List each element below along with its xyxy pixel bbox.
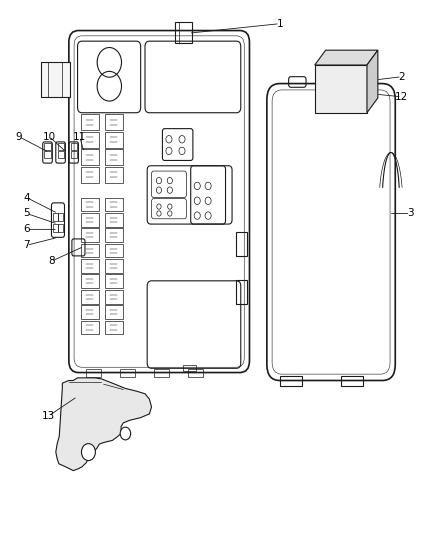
Bar bbox=[81, 198, 99, 212]
Bar bbox=[176, 21, 192, 43]
Circle shape bbox=[120, 427, 131, 440]
Bar bbox=[280, 376, 302, 386]
Bar bbox=[58, 224, 63, 232]
Bar bbox=[53, 224, 57, 232]
Bar bbox=[81, 244, 99, 257]
Text: 9: 9 bbox=[15, 132, 22, 142]
Bar bbox=[81, 132, 99, 148]
Bar bbox=[57, 151, 64, 158]
Bar bbox=[58, 214, 63, 221]
Bar bbox=[105, 114, 123, 130]
Text: 11: 11 bbox=[73, 132, 86, 142]
Bar bbox=[81, 114, 99, 130]
Bar bbox=[154, 369, 170, 377]
Text: 5: 5 bbox=[23, 208, 30, 219]
Bar bbox=[237, 232, 247, 256]
Bar bbox=[105, 167, 123, 183]
Bar bbox=[105, 132, 123, 148]
Bar bbox=[105, 198, 123, 212]
Circle shape bbox=[81, 443, 95, 461]
Text: 8: 8 bbox=[48, 256, 55, 266]
Bar bbox=[105, 305, 123, 319]
Text: 1: 1 bbox=[277, 19, 283, 29]
Bar bbox=[81, 167, 99, 183]
Text: 2: 2 bbox=[399, 71, 405, 82]
Bar bbox=[237, 280, 247, 304]
Bar bbox=[81, 290, 99, 304]
Text: 6: 6 bbox=[23, 224, 30, 235]
Bar bbox=[105, 213, 123, 227]
Bar bbox=[71, 143, 77, 150]
Bar bbox=[81, 213, 99, 227]
Bar bbox=[105, 320, 123, 334]
Bar bbox=[315, 65, 367, 113]
Text: 3: 3 bbox=[407, 208, 414, 219]
Text: 4: 4 bbox=[23, 192, 30, 203]
Bar bbox=[105, 259, 123, 273]
Text: 7: 7 bbox=[23, 240, 30, 251]
Bar bbox=[86, 369, 102, 377]
Bar bbox=[45, 151, 50, 158]
Bar bbox=[81, 305, 99, 319]
Bar bbox=[41, 62, 70, 97]
Text: 12: 12 bbox=[395, 92, 408, 102]
Bar bbox=[53, 214, 57, 221]
Bar bbox=[71, 151, 77, 158]
Bar bbox=[120, 369, 135, 377]
Bar bbox=[81, 320, 99, 334]
Bar bbox=[188, 369, 203, 377]
Bar bbox=[45, 143, 50, 150]
Polygon shape bbox=[315, 50, 378, 65]
Polygon shape bbox=[367, 50, 378, 113]
Text: 13: 13 bbox=[42, 411, 55, 421]
Bar bbox=[105, 149, 123, 165]
Bar bbox=[57, 143, 64, 150]
Polygon shape bbox=[56, 378, 152, 471]
Bar bbox=[81, 149, 99, 165]
Bar bbox=[105, 244, 123, 257]
Bar bbox=[341, 376, 363, 386]
Bar bbox=[81, 259, 99, 273]
Bar bbox=[184, 365, 196, 372]
Bar bbox=[105, 274, 123, 288]
Bar bbox=[81, 228, 99, 242]
Bar bbox=[105, 290, 123, 304]
Bar bbox=[105, 228, 123, 242]
Text: 10: 10 bbox=[42, 132, 56, 142]
Bar bbox=[81, 274, 99, 288]
